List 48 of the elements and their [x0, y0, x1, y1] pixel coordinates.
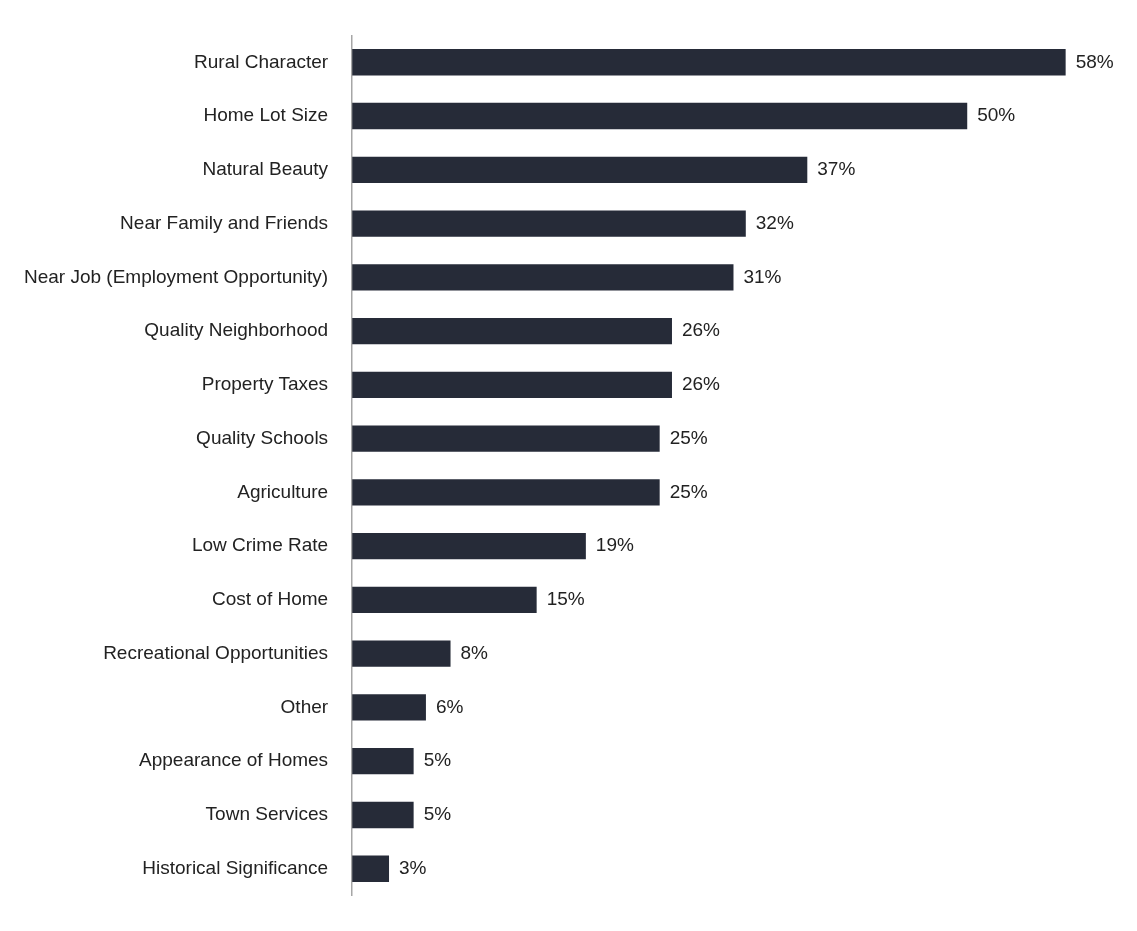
bar: [352, 371, 672, 399]
y-tick-label: Agriculture: [237, 480, 329, 502]
data-label: 25%: [669, 480, 708, 502]
y-tick-label: Low Crime Rate: [191, 534, 329, 556]
y-tick-label: Property Taxes: [201, 373, 329, 395]
bar: [352, 694, 426, 721]
y-tick-label: Appearance of Homes: [139, 749, 329, 771]
data-label: 37%: [817, 158, 856, 180]
bar: [352, 264, 734, 291]
bar: [352, 156, 808, 183]
data-label: 26%: [681, 373, 721, 395]
bar: [352, 748, 414, 775]
bar: [352, 586, 537, 614]
y-tick-label: Historical Significance: [142, 856, 329, 878]
data-label: 50%: [977, 104, 1016, 126]
data-label: 15%: [546, 588, 585, 610]
y-tick-label: Natural Beauty: [202, 158, 329, 180]
bar: [352, 425, 660, 452]
data-label: 5%: [423, 749, 452, 771]
y-tick-label: Quality Schools: [196, 426, 329, 448]
data-label: 32%: [755, 211, 794, 233]
y-tick-label: Cost of Home: [211, 588, 329, 610]
data-label: 3%: [399, 856, 427, 878]
data-label: 19%: [595, 534, 634, 556]
y-tick-label: Recreational Opportunities: [103, 641, 329, 663]
data-label: 26%: [681, 319, 721, 341]
bar: [352, 532, 586, 560]
y-tick-label: Rural Character: [194, 50, 329, 72]
y-tick-label: Town Services: [205, 803, 329, 825]
bar: [352, 640, 451, 667]
data-label: 5%: [423, 803, 452, 825]
data-label: 58%: [1075, 50, 1114, 72]
bar: [352, 49, 1066, 76]
y-tick-label: Other: [280, 695, 329, 717]
data-label: 25%: [669, 426, 708, 448]
bar: [352, 801, 414, 829]
bar: [352, 210, 746, 237]
y-tick-label: Quality Neighborhood: [144, 319, 329, 341]
data-label: 6%: [435, 695, 464, 717]
bar: [352, 479, 660, 506]
data-label: 31%: [743, 265, 782, 287]
y-tick-label: Home Lot Size: [203, 104, 329, 126]
bar: [352, 102, 968, 130]
data-label: 8%: [460, 641, 489, 663]
bar: [352, 855, 390, 882]
y-tick-label: Near Family and Friends: [120, 211, 329, 233]
y-tick-label: Near Job (Employment Opportunity): [24, 265, 329, 287]
bar: [352, 317, 672, 345]
